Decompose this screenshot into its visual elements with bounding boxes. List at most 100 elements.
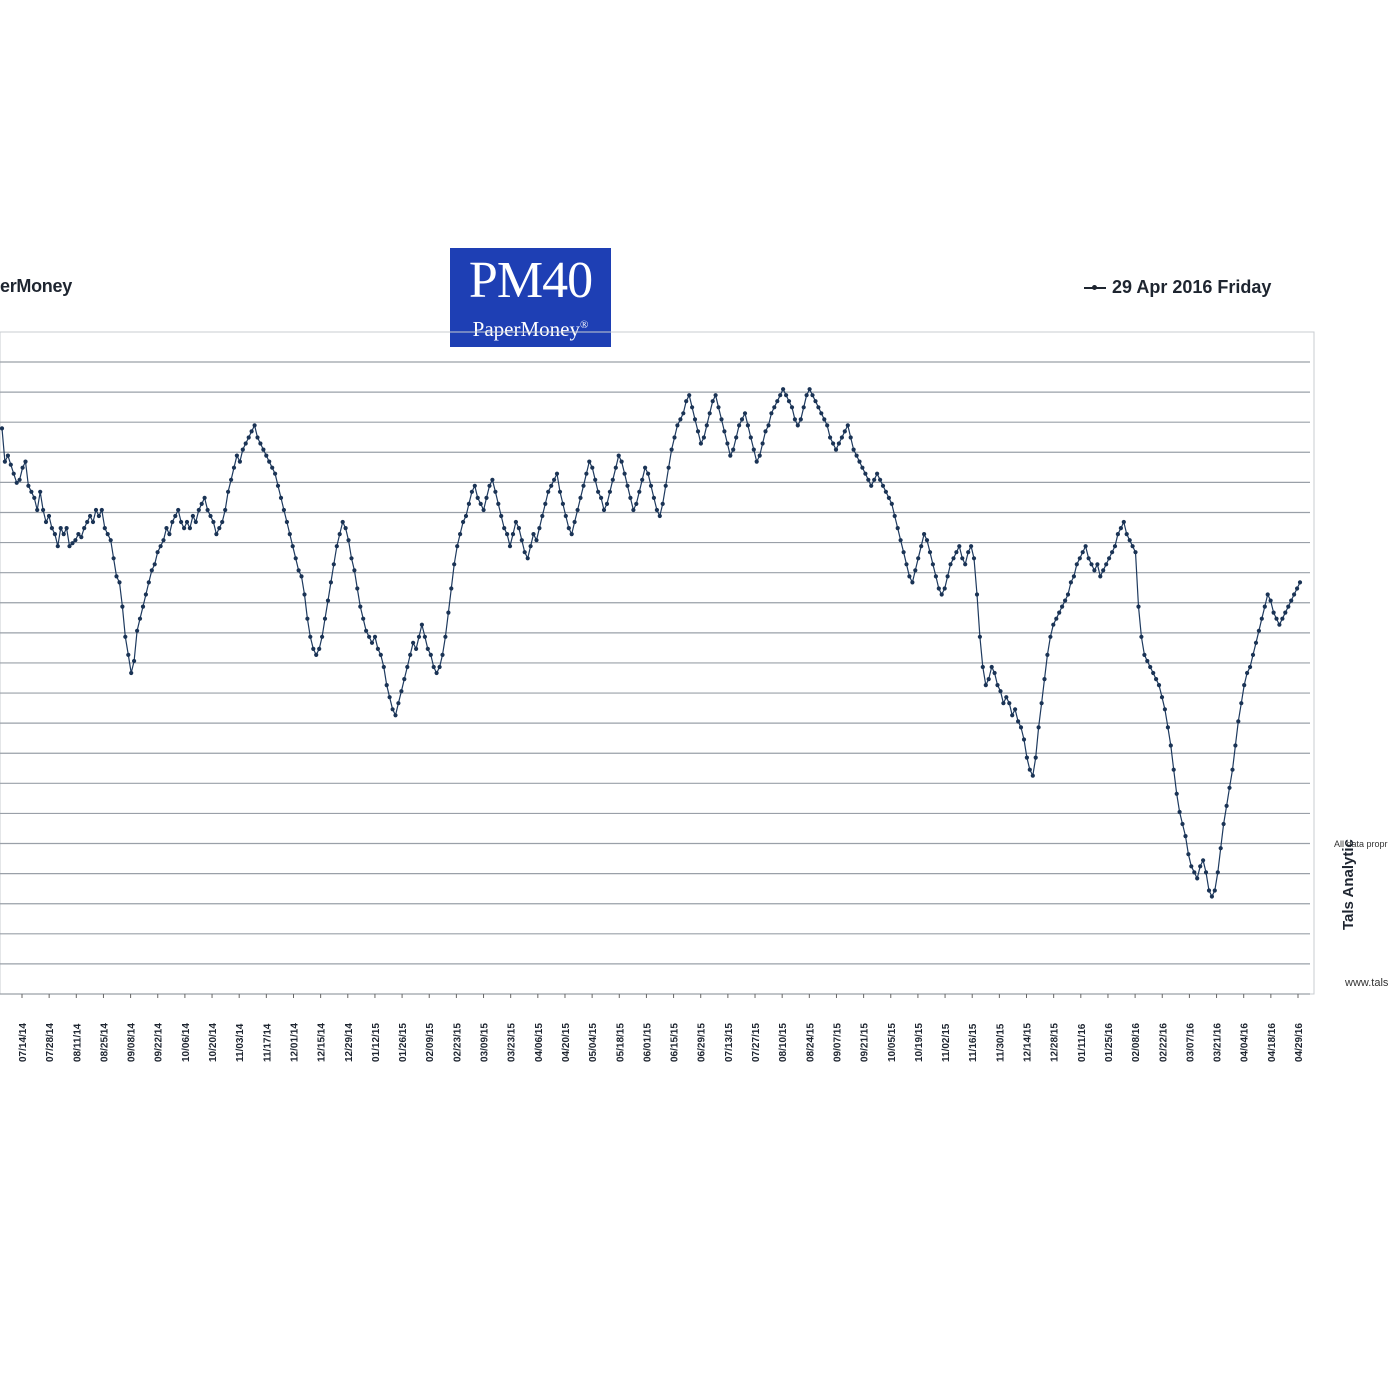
side-data-note: All data propr: [1334, 839, 1388, 849]
data-point: [889, 501, 894, 506]
data-point: [1036, 725, 1041, 730]
data-point: [596, 489, 601, 494]
data-point: [358, 604, 363, 609]
data-point: [613, 465, 618, 470]
side-vertical-text: Tals Analytic: [1340, 839, 1357, 930]
x-tick-label: 10/20/14: [208, 1023, 219, 1062]
data-point: [1289, 598, 1294, 603]
data-point: [763, 429, 768, 434]
x-tick-label: 07/27/15: [751, 1023, 762, 1062]
data-point: [719, 417, 724, 422]
data-point: [610, 477, 615, 482]
data-point: [111, 556, 116, 561]
data-point: [710, 399, 715, 404]
data-point: [317, 646, 322, 652]
x-tick-label: 02/23/15: [452, 1023, 463, 1062]
data-point: [707, 411, 712, 416]
data-point: [1297, 580, 1303, 585]
data-point: [698, 441, 704, 446]
data-point: [713, 393, 718, 398]
x-tick-label: 02/08/16: [1131, 1023, 1142, 1062]
data-point: [575, 507, 580, 513]
data-point: [584, 471, 589, 476]
data-point: [1271, 610, 1276, 615]
data-point: [114, 574, 119, 579]
data-point: [408, 652, 413, 658]
data-point: [836, 441, 842, 446]
data-point: [64, 526, 69, 531]
data-point: [854, 453, 859, 458]
data-point: [1250, 652, 1256, 658]
data-point: [414, 646, 419, 652]
data-point: [778, 393, 783, 398]
data-point: [766, 423, 771, 428]
data-point: [804, 393, 809, 398]
data-point: [663, 483, 668, 488]
data-point: [487, 483, 492, 488]
data-point: [290, 544, 295, 549]
data-point: [146, 580, 151, 585]
data-point: [966, 550, 971, 555]
x-tick-label: 07/14/14: [18, 1023, 29, 1062]
data-point: [331, 562, 336, 567]
data-point: [1156, 683, 1162, 688]
data-point: [1218, 846, 1223, 851]
data-point: [995, 683, 1000, 688]
data-point: [105, 532, 110, 537]
x-tick-label: 10/05/15: [887, 1023, 898, 1062]
data-point: [922, 532, 927, 537]
data-point: [1060, 604, 1065, 609]
data-point: [93, 507, 99, 513]
data-point: [384, 683, 389, 688]
data-point: [196, 507, 201, 513]
data-point: [1139, 634, 1144, 639]
data-point: [1118, 526, 1123, 531]
data-point: [369, 640, 375, 645]
data-point: [716, 405, 721, 410]
data-point: [32, 495, 37, 500]
data-point: [936, 586, 941, 591]
data-point: [1016, 719, 1021, 724]
data-point: [801, 405, 806, 410]
data-point: [684, 399, 689, 404]
data-point: [322, 616, 328, 621]
data-point: [819, 411, 824, 416]
data-point: [231, 465, 237, 470]
data-point: [731, 447, 736, 452]
data-point: [437, 664, 442, 670]
data-point: [1280, 616, 1285, 621]
logo-subtitle-text: PaperMoney: [472, 317, 580, 341]
data-point: [328, 580, 333, 585]
data-point: [831, 441, 836, 446]
data-point: [1010, 713, 1015, 718]
data-point: [1086, 556, 1091, 561]
data-point: [516, 526, 522, 531]
data-point: [173, 513, 178, 519]
data-point: [1292, 592, 1297, 597]
data-point: [299, 574, 304, 579]
data-point: [214, 532, 219, 537]
data-point: [734, 435, 739, 440]
x-tick-label: 10/19/15: [914, 1023, 925, 1062]
data-point: [739, 417, 745, 422]
data-point: [1230, 767, 1235, 772]
data-point: [61, 532, 66, 537]
data-point: [681, 411, 686, 416]
data-point: [833, 447, 839, 452]
x-tick-label: 01/11/16: [1077, 1023, 1088, 1062]
data-point: [296, 568, 301, 573]
data-point: [399, 689, 404, 694]
x-tick-label: 04/20/15: [561, 1023, 572, 1062]
data-point: [637, 489, 642, 494]
data-point: [960, 556, 965, 561]
data-point: [563, 513, 568, 519]
data-point: [73, 538, 78, 543]
data-point: [1080, 550, 1085, 555]
data-point: [954, 550, 959, 555]
data-point: [46, 513, 52, 519]
data-point: [79, 535, 84, 540]
data-point: [217, 526, 222, 531]
data-point: [866, 477, 871, 482]
x-tick-label: 03/23/15: [507, 1023, 518, 1062]
data-point: [1121, 519, 1126, 525]
